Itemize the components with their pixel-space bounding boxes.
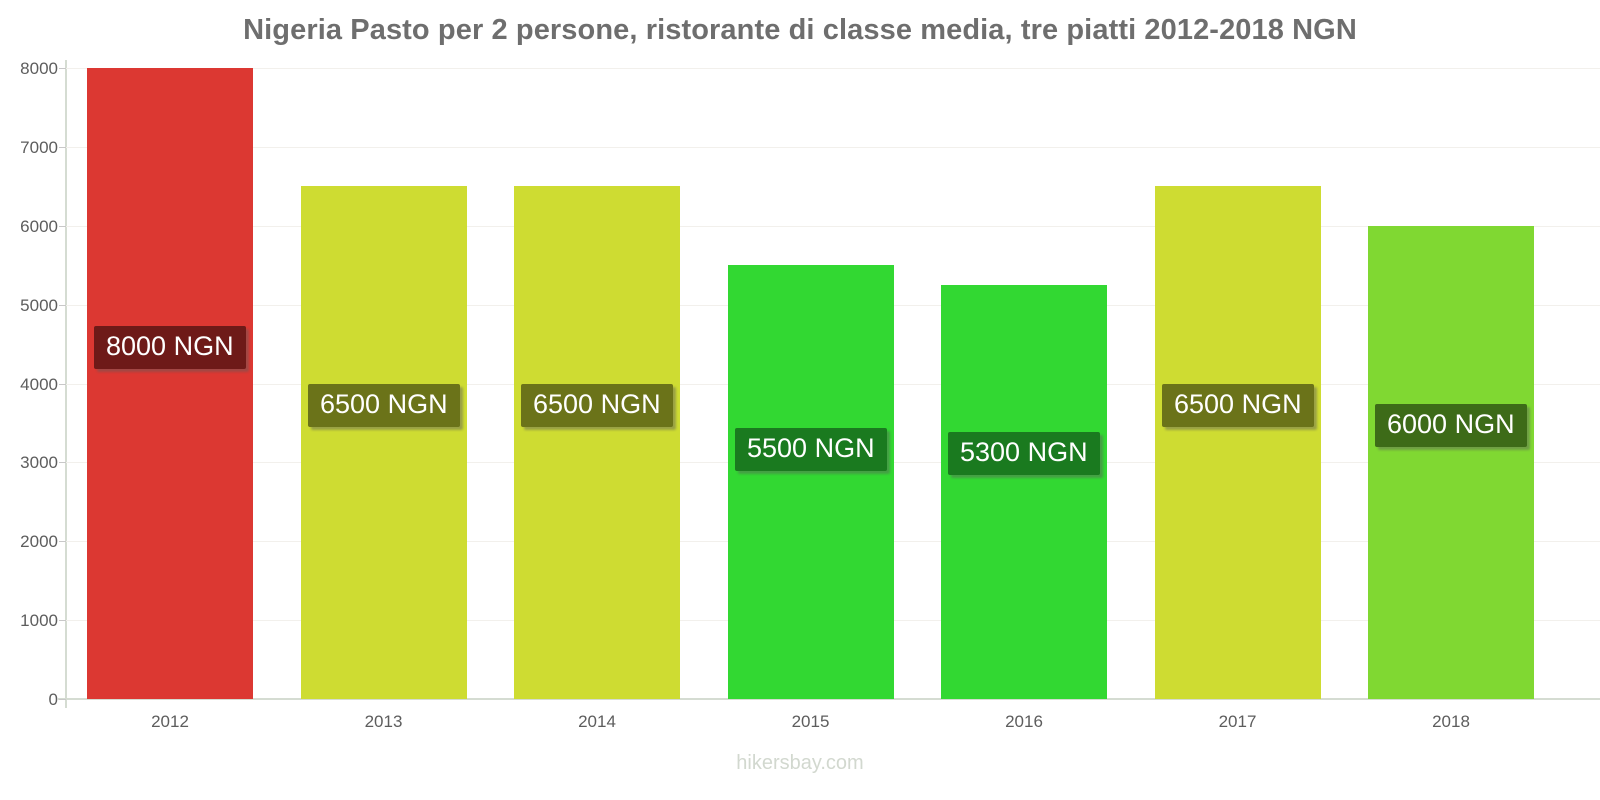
y-axis-tick-label: 7000 [20,137,58,157]
y-axis-tick-mark [59,620,66,622]
bar-2016[interactable] [941,284,1107,699]
grid-line [66,68,1600,69]
x-axis-tick-label-2017: 2017 [1218,712,1257,731]
grid-line [66,146,1600,148]
value-label-2012: 8000 NGN [94,326,246,369]
value-label-2016: 5300 NGN [948,432,1100,475]
y-axis-tick-label: 0 [48,690,58,709]
bar-2017[interactable] [1154,186,1321,699]
value-label-2018: 6000 NGN [1375,404,1527,447]
y-axis-tick-mark [59,541,66,543]
y-axis-tick-mark [59,146,66,148]
x-axis-tick-label-2016: 2016 [1005,712,1043,731]
y-axis-tick-mark [59,304,66,306]
value-label-2014: 6500 NGN [521,384,673,427]
bar-2012[interactable] [87,68,253,699]
value-label-2015: 5500 NGN [735,428,887,471]
bar-2013[interactable] [300,186,467,699]
grid-line [66,225,1600,227]
x-axis-tick-label-2018: 2018 [1432,712,1470,731]
bar-2015[interactable] [727,265,894,699]
y-axis-tick-label: 4000 [20,374,58,394]
x-axis-line [58,698,1600,700]
x-axis-tick-label-2012: 2012 [151,712,189,731]
x-axis-tick-label-2013: 2013 [364,712,403,731]
x-axis-tick-label-2014: 2014 [578,712,616,731]
bar-2018[interactable] [1368,225,1534,699]
y-axis-tick-label: 8000 [20,59,58,78]
y-axis-tick-label: 2000 [20,532,58,552]
plot-area [66,68,1600,699]
footer-credit: hikersbay.com [736,752,864,774]
y-axis-tick-label: 3000 [20,453,58,473]
value-label-2013: 6500 NGN [308,384,460,427]
y-axis-tick-label: 5000 [20,295,58,315]
y-axis-tick-mark [59,225,66,227]
y-axis-tick-mark [59,462,66,464]
chart-title: Nigeria Pasto per 2 persone, ristorante … [243,14,1357,46]
value-label-2017: 6500 NGN [1162,384,1314,427]
x-axis-tick-label-2015: 2015 [791,712,830,731]
y-axis-tick-label: 1000 [20,611,58,631]
bar-2014[interactable] [514,186,680,699]
y-axis-tick-mark [59,383,66,385]
y-axis-tick-mark [59,68,66,69]
y-axis-tick-label: 6000 [20,216,58,236]
y-axis-tick-labels: 0 1000 2000 3000 4000 5000 6000 7000 8000 [0,59,58,709]
y-axis-tick-mark [59,699,66,700]
